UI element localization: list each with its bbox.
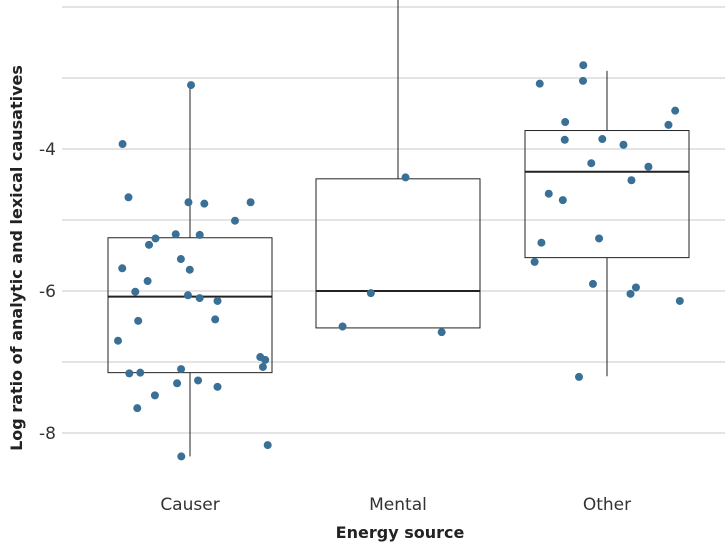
x-axis-ticks: Causer Mental Other <box>160 495 631 515</box>
y-tick-label: -6 <box>39 282 56 302</box>
data-point <box>195 230 204 239</box>
data-point <box>246 198 255 207</box>
data-point <box>118 264 127 273</box>
data-point <box>151 234 160 243</box>
data-point <box>150 391 159 400</box>
data-point <box>588 279 597 288</box>
x-tick-label: Mental <box>369 495 427 515</box>
data-point <box>187 81 196 90</box>
x-axis-title: Energy source <box>336 523 465 542</box>
data-point <box>125 369 134 378</box>
data-point <box>537 238 546 247</box>
data-point <box>366 289 375 298</box>
data-point <box>261 355 270 364</box>
data-point <box>561 118 570 127</box>
data-point <box>194 376 203 385</box>
x-tick-label: Causer <box>160 495 219 515</box>
data-point <box>574 372 583 381</box>
data-point <box>145 240 154 249</box>
data-point <box>530 257 539 266</box>
data-point <box>560 135 569 144</box>
data-point <box>231 216 240 225</box>
data-point <box>627 176 636 185</box>
data-point <box>177 452 186 461</box>
data-point <box>136 368 145 377</box>
data-point <box>338 322 347 331</box>
data-point <box>124 193 133 202</box>
data-point <box>134 316 143 325</box>
data-point <box>185 265 194 274</box>
data-point <box>631 283 640 292</box>
data-point <box>675 296 684 305</box>
data-point <box>595 234 604 243</box>
data-point <box>114 336 123 345</box>
y-tick-label: -4 <box>39 140 56 160</box>
data-point <box>587 159 596 168</box>
data-point <box>171 230 180 239</box>
data-point <box>213 296 222 305</box>
data-point <box>263 441 272 450</box>
data-point <box>184 198 193 207</box>
y-axis-title: Log ratio of analytic and lexical causat… <box>7 65 26 451</box>
data-point <box>200 199 209 208</box>
data-point <box>211 315 220 324</box>
data-point <box>213 382 222 391</box>
data-point <box>579 76 588 85</box>
data-point <box>173 379 182 388</box>
data-point <box>664 120 673 129</box>
box-mental <box>315 178 481 329</box>
data-point <box>644 162 653 171</box>
gridlines <box>62 6 725 434</box>
data-point <box>619 140 628 149</box>
data-point <box>535 79 544 88</box>
data-point <box>401 173 410 182</box>
data-point <box>131 287 140 296</box>
data-point <box>118 140 127 149</box>
data-point <box>544 189 553 198</box>
y-tick-label: -8 <box>39 424 56 444</box>
data-point <box>558 196 567 205</box>
box-other <box>524 130 690 259</box>
data-point <box>133 404 142 413</box>
data-point <box>437 328 446 337</box>
data-point <box>579 61 588 70</box>
data-point <box>671 106 680 115</box>
data-point <box>176 255 185 264</box>
data-point <box>258 362 267 371</box>
data-point <box>195 294 204 303</box>
data-point <box>183 291 192 300</box>
box-causer <box>107 237 273 374</box>
x-tick-label: Other <box>583 495 631 515</box>
data-point <box>598 135 607 144</box>
data-points <box>114 61 684 461</box>
data-point <box>143 277 152 286</box>
data-point <box>177 365 186 374</box>
y-axis-ticks: -8 -6 -4 <box>39 140 56 444</box>
boxes <box>107 0 690 457</box>
data-point <box>626 289 635 298</box>
